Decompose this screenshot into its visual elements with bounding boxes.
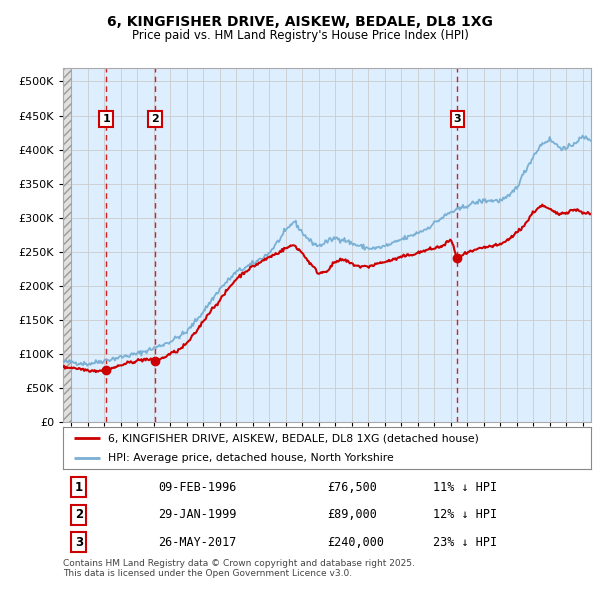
Text: Price paid vs. HM Land Registry's House Price Index (HPI): Price paid vs. HM Land Registry's House …	[131, 30, 469, 42]
Text: 11% ↓ HPI: 11% ↓ HPI	[433, 481, 497, 494]
Bar	[63, 68, 71, 422]
Text: 12% ↓ HPI: 12% ↓ HPI	[433, 508, 497, 522]
Text: 2: 2	[151, 114, 159, 124]
Text: HPI: Average price, detached house, North Yorkshire: HPI: Average price, detached house, Nort…	[108, 454, 394, 463]
Bar	[63, 68, 71, 422]
Text: £240,000: £240,000	[327, 536, 384, 549]
Text: Contains HM Land Registry data © Crown copyright and database right 2025.
This d: Contains HM Land Registry data © Crown c…	[63, 559, 415, 578]
Text: 6, KINGFISHER DRIVE, AISKEW, BEDALE, DL8 1XG (detached house): 6, KINGFISHER DRIVE, AISKEW, BEDALE, DL8…	[108, 433, 479, 443]
Text: 2: 2	[75, 508, 83, 522]
Text: 09-FEB-1996: 09-FEB-1996	[158, 481, 236, 494]
Text: 26-MAY-2017: 26-MAY-2017	[158, 536, 236, 549]
Text: 3: 3	[75, 536, 83, 549]
Text: 23% ↓ HPI: 23% ↓ HPI	[433, 536, 497, 549]
Text: 1: 1	[75, 481, 83, 494]
Text: £76,500: £76,500	[327, 481, 377, 494]
Text: 29-JAN-1999: 29-JAN-1999	[158, 508, 236, 522]
Text: £89,000: £89,000	[327, 508, 377, 522]
Text: 3: 3	[454, 114, 461, 124]
Text: 1: 1	[102, 114, 110, 124]
Text: 6, KINGFISHER DRIVE, AISKEW, BEDALE, DL8 1XG: 6, KINGFISHER DRIVE, AISKEW, BEDALE, DL8…	[107, 15, 493, 29]
